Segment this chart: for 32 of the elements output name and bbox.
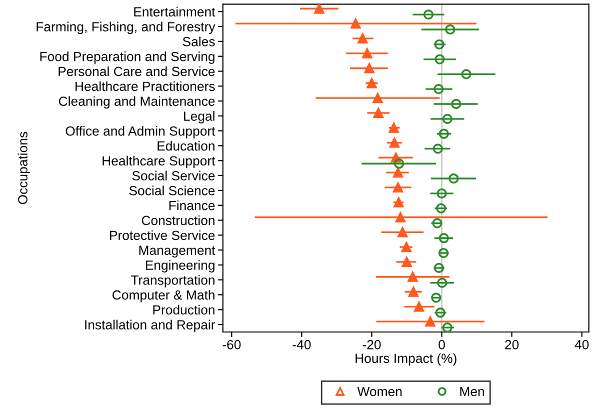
y-tick-label: Sales <box>182 36 215 46</box>
y-tick-label: Social Science <box>129 186 215 196</box>
y-tick-label: Healthcare Support <box>102 156 216 168</box>
y-tick-label: Transportation <box>130 275 214 288</box>
x-axis-title: Hours Impact (%) <box>356 353 456 366</box>
y-tick-label: Computer & Math <box>112 290 214 302</box>
y-tick-label: Installation and Repair <box>85 320 216 332</box>
y-tick-label: Production <box>153 304 214 315</box>
y-tick-label: Construction <box>142 215 214 226</box>
y-tick-label: Legal <box>184 111 214 124</box>
x-tick-label: -40 <box>292 340 311 350</box>
y-tick-label: Education <box>158 140 214 151</box>
legend-label: Men <box>460 386 484 396</box>
y-tick-label: Social Service <box>132 170 215 180</box>
y-tick-label: Food Preparation and Serving <box>40 52 214 64</box>
y-tick-label: Finance <box>169 200 215 210</box>
y-tick-label: Cleaning and Maintenance <box>58 96 215 109</box>
y-tick-label: Engineering <box>146 260 214 272</box>
y-tick-label: Farming, Fishing, and Forestry <box>36 22 216 34</box>
y-tick-label: Healthcare Practitioners <box>76 81 215 92</box>
x-tick-label: -60 <box>222 340 241 350</box>
x-tick-label: 0 <box>438 340 445 350</box>
y-tick-label: Management <box>139 246 216 258</box>
y-tick-label: Protective Service <box>110 230 215 240</box>
x-tick-label: 20 <box>505 340 519 350</box>
y-axis-title: Occupations <box>18 132 30 204</box>
y-tick-label: Entertainment <box>134 6 216 17</box>
legend-label: Women <box>357 386 402 396</box>
x-tick-label: -20 <box>362 340 381 350</box>
y-tick-label: Personal Care and Service <box>58 66 215 76</box>
x-tick-label: 40 <box>574 340 589 350</box>
y-tick-label: Office and Admin Support <box>66 126 216 138</box>
